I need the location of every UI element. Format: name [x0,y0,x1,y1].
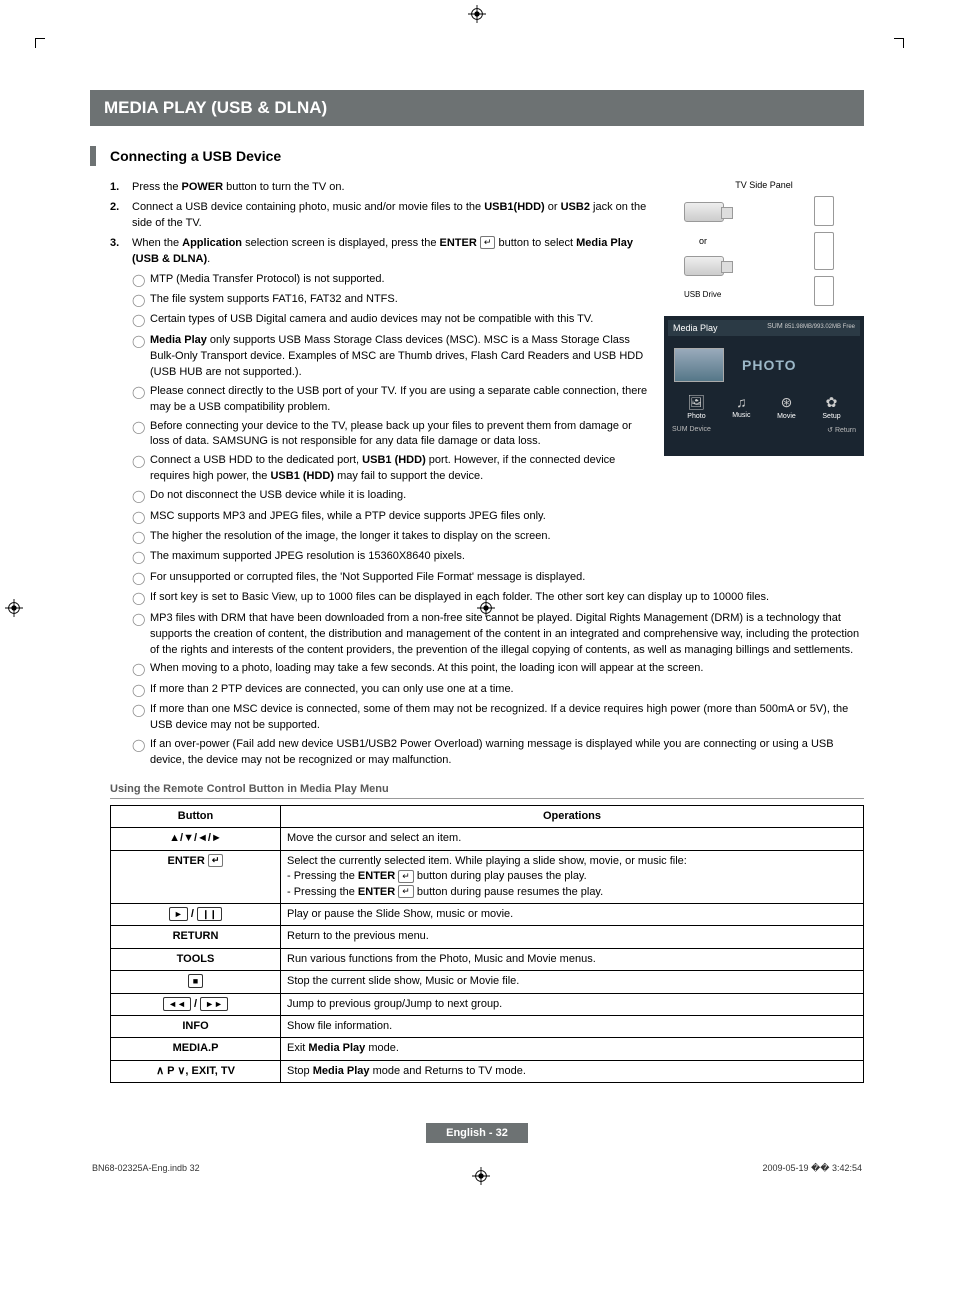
note-icon: ◯ [132,682,150,699]
note-icon: ◯ [132,737,150,769]
note-item: ◯For unsupported or corrupted files, the… [132,570,864,587]
note-icon: ◯ [132,272,150,289]
ms-menu-icon: ♫Music [732,394,750,420]
ms-header-title: Media Play [673,323,718,333]
registration-mark-right [477,599,495,617]
remote-control-table: Button Operations ▲/▼/◄/►Move the cursor… [110,805,864,1083]
ms-footer-left: SUM Device [672,426,711,434]
ms-photo-label: PHOTO [742,357,797,373]
ms-menu-icon: ⊛Movie [777,394,796,420]
table-row: ■Stop the current slide show, Music or M… [111,971,864,993]
table-row: TOOLSRun various functions from the Phot… [111,948,864,970]
print-footer: BN68-02325A-Eng.indb 32 2009-05-19 �� 3:… [90,1163,864,1185]
note-item: ◯When moving to a photo, loading may tak… [132,661,864,678]
note-icon: ◯ [132,661,150,678]
print-timestamp: 2009-05-19 �� 3:42:54 [762,1163,862,1185]
note-item: ◯The higher the resolution of the image,… [132,529,864,546]
note-icon: ◯ [132,292,150,309]
note-item: ◯MP3 files with DRM that have been downl… [132,611,864,659]
note-icon: ◯ [132,384,150,416]
numbered-step: 1.Press the POWER button to turn the TV … [110,180,654,196]
note-item: ◯Certain types of USB Digital camera and… [132,312,654,329]
table-header-button: Button [111,805,281,827]
page-language-badge: English - 32 [426,1123,528,1143]
note-icon: ◯ [132,488,150,505]
table-row: RETURNReturn to the previous menu. [111,926,864,948]
note-item: ◯Media Play only supports USB Mass Stora… [132,333,654,381]
note-icon: ◯ [132,312,150,329]
side-figures: TV Side Panel or USB Drive Media Play SU… [664,180,864,456]
note-icon: ◯ [132,333,150,381]
crop-mark-tl [35,18,95,78]
note-item: ◯If more than 2 PTP devices are connecte… [132,682,864,699]
table-row: INFOShow file information. [111,1015,864,1037]
ms-menu-icon: ✿Setup [822,394,840,420]
subsection-title: Using the Remote Control Button in Media… [110,783,864,799]
table-header-operations: Operations [281,805,864,827]
note-icon: ◯ [132,570,150,587]
note-icon: ◯ [132,453,150,485]
note-item: ◯The maximum supported JPEG resolution i… [132,549,864,566]
note-icon: ◯ [132,419,150,451]
note-item: ◯If an over-power (Fail add new device U… [132,737,864,769]
ms-menu-icon: 🖼Photo [687,394,705,420]
note-icon: ◯ [132,549,150,566]
section-title: Connecting a USB Device [110,148,281,164]
note-icon: ◯ [132,529,150,546]
media-play-screenshot: Media Play SUM 851.98MB/993.02MB Free PH… [664,316,864,456]
table-row: ▲/▼/◄/►Move the cursor and select an ite… [111,828,864,850]
numbered-step: 3.When the Application selection screen … [110,236,654,268]
usb-connection-diagram: or USB Drive [664,196,864,306]
note-item: ◯Do not disconnect the USB device while … [132,488,864,505]
table-row: MEDIA.PExit Media Play mode. [111,1038,864,1060]
table-row: ◄◄ / ►►Jump to previous group/Jump to ne… [111,993,864,1015]
print-file-name: BN68-02325A-Eng.indb 32 [92,1163,200,1185]
crop-mark-tr [844,18,904,78]
ms-thumbnail [674,348,724,382]
chapter-title-bar: MEDIA PLAY (USB & DLNA) [90,90,864,126]
note-icon: ◯ [132,509,150,526]
ms-footer-right: ↺ Return [827,426,856,434]
registration-mark-left [5,599,23,617]
table-row: ENTER ↵Select the currently selected ite… [111,850,864,903]
note-item: ◯Connect a USB HDD to the dedicated port… [132,453,654,485]
note-item: ◯MSC supports MP3 and JPEG files, while … [132,509,864,526]
note-item: ◯The file system supports FAT16, FAT32 a… [132,292,654,309]
note-item: ◯Before connecting your device to the TV… [132,419,654,451]
note-item: ◯If more than one MSC device is connecte… [132,702,864,734]
registration-mark-bottom [472,1167,490,1185]
section-marker [90,146,96,166]
note-item: ◯If sort key is set to Basic View, up to… [132,590,864,607]
note-item: ◯Please connect directly to the USB port… [132,384,654,416]
note-item: ◯MTP (Media Transfer Protocol) is not su… [132,272,654,289]
note-icon: ◯ [132,702,150,734]
note-icon: ◯ [132,590,150,607]
numbered-step: 2.Connect a USB device containing photo,… [110,200,654,232]
registration-mark-top [468,5,486,23]
table-row: ∧ P ∨, EXIT, TVStop Media Play mode and … [111,1060,864,1082]
note-icon: ◯ [132,611,150,659]
tv-panel-label: TV Side Panel [664,180,864,190]
table-row: ► / ❙❙Play or pause the Slide Show, musi… [111,903,864,925]
